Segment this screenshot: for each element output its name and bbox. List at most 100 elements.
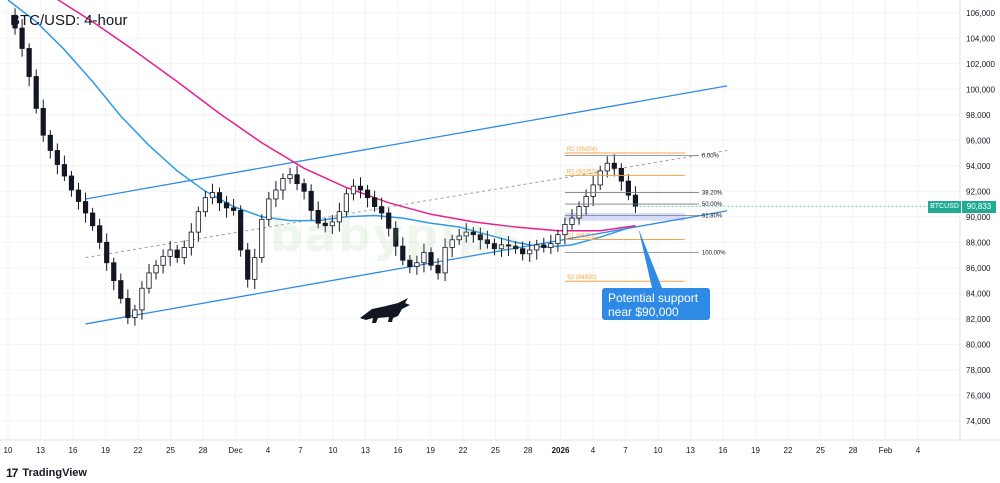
candle-body <box>294 174 300 185</box>
tradingview-logo[interactable]: 17 TradingView <box>6 466 87 480</box>
candle-body <box>238 210 244 251</box>
plot-area: R2 (95004) R1 (93252) S1 (88221) S2 (84950)… <box>7 0 960 326</box>
candle-body <box>400 245 406 261</box>
candle-body <box>583 196 589 208</box>
time-tick-label: 10 <box>654 446 663 455</box>
candle-body <box>174 249 180 259</box>
candle-body <box>484 239 491 244</box>
last-price-tag: 90,833 <box>962 201 996 213</box>
price-tick-label: 76,000 <box>966 391 991 400</box>
pivot-label: R1 (93252) <box>567 169 597 175</box>
price-tick-label: 88,000 <box>966 238 991 247</box>
pivot-label: S2 (84950) <box>567 275 597 281</box>
callout-line-2: near $90,000 <box>608 305 679 319</box>
candle-body <box>632 194 639 207</box>
candle-body <box>75 189 82 202</box>
channel-upper-line <box>85 85 728 200</box>
price-tick-label: 80,000 <box>966 340 991 349</box>
candle-body <box>435 264 441 274</box>
time-tick-label: 16 <box>719 446 728 455</box>
candle-body <box>167 249 173 257</box>
candle-body <box>273 189 279 200</box>
time-tick-label: 4 <box>591 446 596 455</box>
candle-body <box>188 231 194 248</box>
time-tick-label: 16 <box>394 446 403 455</box>
candle-body <box>139 287 145 311</box>
candle-body <box>491 243 498 250</box>
chart-grid <box>0 0 960 440</box>
candle-body <box>181 247 187 259</box>
candle-body <box>12 14 18 29</box>
time-tick-label: 16 <box>69 446 78 455</box>
time-tick-label: 19 <box>426 446 435 455</box>
candle-body <box>336 211 342 223</box>
candle-body <box>541 244 547 248</box>
time-tick-label: Dec <box>228 446 242 455</box>
candle-body <box>153 264 159 274</box>
candle-body <box>259 218 265 259</box>
candle-body <box>111 262 117 281</box>
candle-body <box>449 239 455 248</box>
candle-body <box>230 207 237 211</box>
candle-body <box>534 244 540 251</box>
candle-body <box>562 224 568 236</box>
time-tick-label: 19 <box>751 446 760 455</box>
pivot-label: S1 (88221) <box>567 234 597 240</box>
candle-body <box>505 244 512 247</box>
time-axis: 10 13 16 19 22 25 28 Dec 4 7 10 13 16 19 22 25 28 2026 4 7 1… <box>0 439 1000 455</box>
candle-body <box>329 221 335 227</box>
candle-body <box>597 170 603 186</box>
fib-label: 100.00% <box>702 251 726 257</box>
candle-body <box>26 48 32 77</box>
bull-icon <box>360 298 410 323</box>
candle-body <box>287 174 293 179</box>
time-tick-label: 22 <box>784 446 793 455</box>
symbol-tag: BTCUSD <box>928 201 961 213</box>
candle-body <box>125 298 131 318</box>
time-tick-label: 13 <box>686 446 695 455</box>
callout-pointer <box>638 228 662 288</box>
time-tick-label: 28 <box>199 446 208 455</box>
candle-body <box>322 222 328 227</box>
candle-body <box>54 150 60 165</box>
price-tick-label: 98,000 <box>966 111 991 120</box>
price-tick-label: 82,000 <box>966 315 991 324</box>
fib-label: 61.80% <box>702 214 723 220</box>
time-tick-label: 4 <box>916 446 921 455</box>
time-tick-label: Feb <box>879 446 893 455</box>
time-tick-label: 13 <box>361 446 370 455</box>
time-tick-label: 13 <box>36 446 45 455</box>
time-tick-label: 10 <box>4 446 13 455</box>
price-tick-label: 84,000 <box>966 289 991 298</box>
price-tick-label: 106,000 <box>966 9 995 18</box>
fib-label: 38.20% <box>702 191 723 197</box>
candle-body <box>252 257 258 280</box>
candle-body <box>202 197 208 213</box>
candle-body <box>555 234 561 244</box>
candle-body <box>386 212 392 229</box>
pivot-label: R2 (95004) <box>567 147 597 153</box>
price-tick-label: 92,000 <box>966 187 991 196</box>
candle-body <box>371 197 378 208</box>
channel-lower-line <box>85 210 728 325</box>
price-tick-label: 104,000 <box>966 34 995 43</box>
candle-body <box>364 189 371 199</box>
time-tick-label: 2026 <box>552 446 570 455</box>
price-tick-label: 96,000 <box>966 136 991 145</box>
time-tick-label: 10 <box>329 446 338 455</box>
candle-body <box>513 245 519 250</box>
price-tick-label: 86,000 <box>966 264 991 273</box>
candle-body <box>301 183 307 192</box>
price-tick-label: 74,000 <box>966 417 991 426</box>
time-tick-label: 25 <box>491 446 500 455</box>
time-tick-label: 28 <box>849 446 858 455</box>
price-tick-label: 78,000 <box>966 366 991 375</box>
candle-body <box>590 184 596 197</box>
price-tick-label: 90,000 <box>966 213 991 222</box>
candle-body <box>357 185 364 191</box>
candle-body <box>350 185 357 195</box>
candle-body <box>604 162 610 172</box>
time-tick-label: 19 <box>101 446 110 455</box>
candle-body <box>527 249 533 255</box>
